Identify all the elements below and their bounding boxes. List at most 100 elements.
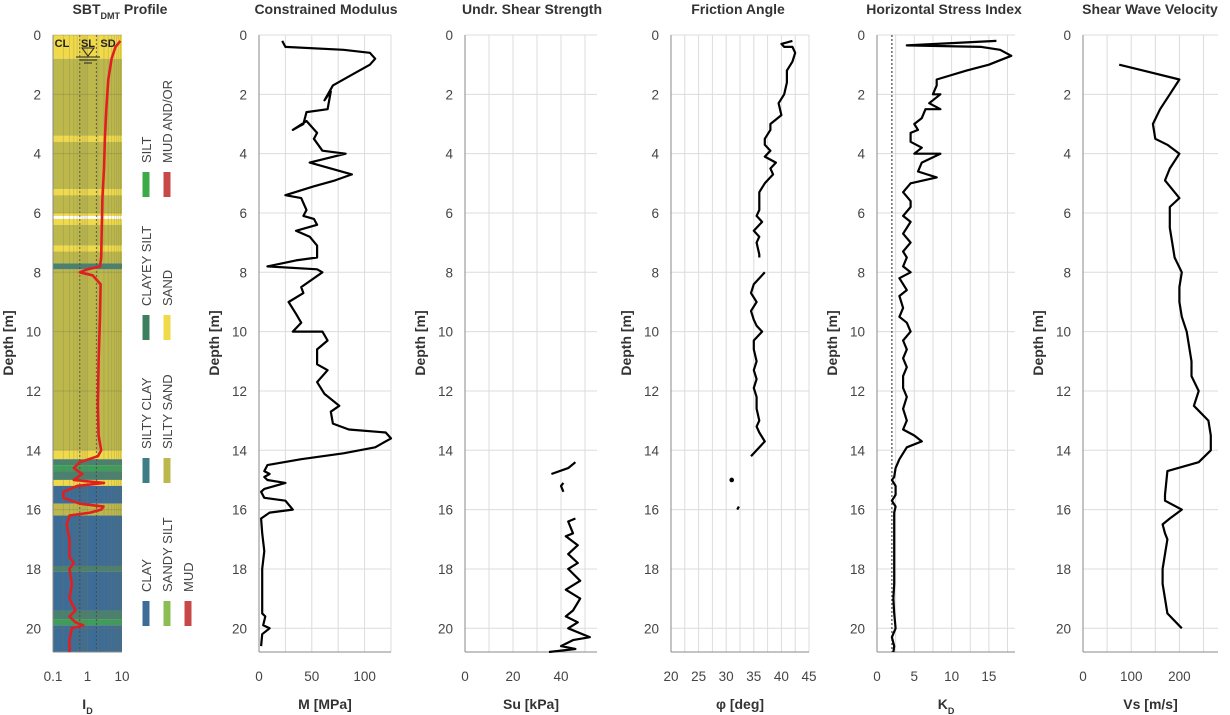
x-axis-label: ID xyxy=(82,696,93,715)
y-axis-label: Depth [m] xyxy=(824,310,840,375)
panel-4: Horizontal Stress Index02468101214161820… xyxy=(824,1,1022,715)
legend-label: SILTY CLAY xyxy=(139,377,154,449)
legend-swatch xyxy=(142,172,150,197)
legend-swatch xyxy=(163,315,171,340)
legend-label: SILT xyxy=(139,136,154,163)
soil-layer xyxy=(53,189,122,196)
soil-layer xyxy=(53,450,122,460)
y-tick-label: 2 xyxy=(239,87,247,102)
y-tick-label: 6 xyxy=(1063,206,1071,221)
y-tick-label: 14 xyxy=(850,443,866,458)
soil-layer xyxy=(53,625,122,652)
y-tick-label: 18 xyxy=(644,562,659,577)
y-tick-label: 18 xyxy=(26,562,41,577)
panel-title: Shear Wave Velocity xyxy=(1082,1,1218,17)
soil-layer xyxy=(53,610,122,620)
soil-layer xyxy=(53,212,122,216)
y-tick-label: 12 xyxy=(232,384,247,399)
y-axis-label: Depth [m] xyxy=(1030,310,1046,375)
series-line xyxy=(260,40,393,647)
x-axis-label: Su [kPa] xyxy=(503,696,559,712)
y-tick-label: 16 xyxy=(644,503,659,518)
series-line xyxy=(548,517,591,654)
y-axis-label: Depth [m] xyxy=(618,310,634,375)
x-tick-label: 40 xyxy=(774,669,789,684)
series-line xyxy=(551,461,577,476)
x-tick-label: 15 xyxy=(981,669,996,684)
soil-layer xyxy=(53,135,122,142)
y-tick-label: 18 xyxy=(232,562,247,577)
series-line xyxy=(890,39,1013,653)
y-tick-label: 10 xyxy=(644,325,659,340)
y-tick-label: 0 xyxy=(857,28,865,43)
y-tick-label: 20 xyxy=(438,621,453,636)
y-axis-label: Depth [m] xyxy=(206,310,222,375)
y-tick-label: 12 xyxy=(850,384,865,399)
y-tick-label: 4 xyxy=(1063,147,1071,162)
legend-label: SAND xyxy=(160,270,175,306)
soil-layer xyxy=(53,571,122,611)
y-tick-label: 10 xyxy=(1056,325,1071,340)
y-tick-label: 4 xyxy=(445,147,453,162)
x-tick-label: 35 xyxy=(746,669,761,684)
legend-swatch xyxy=(142,315,150,340)
legend-swatch xyxy=(163,172,171,197)
y-tick-label: 2 xyxy=(651,87,659,102)
panel-3: Friction Angle 0 2 4 6 8 10 12 14 16 18 20 20 25 30 35 4… xyxy=(618,1,817,712)
x-tick-label: 5 xyxy=(911,669,919,684)
zone-label: CL xyxy=(55,38,70,50)
x-tick-label: 200 xyxy=(1168,669,1191,684)
y-tick-label: 16 xyxy=(232,503,247,518)
soil-layer xyxy=(53,465,122,472)
soil-layer xyxy=(53,263,122,270)
x-label-subscript: D xyxy=(948,706,955,715)
y-tick-label: 8 xyxy=(1063,265,1071,280)
y-tick-label: 20 xyxy=(1056,621,1071,636)
y-tick-label: 2 xyxy=(33,87,41,102)
title-subscript: DMT xyxy=(101,11,121,21)
x-tick-label: 0 xyxy=(1079,669,1087,684)
x-tick-label: 30 xyxy=(719,669,734,684)
y-tick-label: 0 xyxy=(651,28,659,43)
legend-swatch xyxy=(142,458,150,483)
y-tick-label: 16 xyxy=(26,503,41,518)
y-tick-label: 18 xyxy=(438,562,453,577)
y-tick-label: 16 xyxy=(850,503,865,518)
soil-layer xyxy=(53,269,122,451)
water-table-icon xyxy=(81,47,95,57)
x-tick-label: 0 xyxy=(461,669,469,684)
x-axis-label: Vs [m/s] xyxy=(1123,696,1177,712)
panel-title: SBTDMT Profile xyxy=(73,1,168,21)
legend-label: SANDY SILT xyxy=(160,517,175,592)
y-tick-label: 6 xyxy=(651,206,659,221)
zone-label: SD xyxy=(100,38,115,50)
series-line xyxy=(62,40,122,652)
y-tick-label: 6 xyxy=(445,206,453,221)
soil-layer xyxy=(53,459,122,466)
y-tick-label: 14 xyxy=(644,443,660,458)
x-axis-label: φ [deg] xyxy=(716,696,764,712)
y-tick-label: 8 xyxy=(445,265,453,280)
y-tick-label: 10 xyxy=(232,325,247,340)
soil-layer xyxy=(53,245,122,252)
y-axis-label: Depth [m] xyxy=(412,310,428,375)
soil-layer xyxy=(53,141,122,190)
soil-layer xyxy=(53,195,122,213)
y-tick-label: 16 xyxy=(1056,503,1071,518)
y-tick-label: 6 xyxy=(857,206,865,221)
y-tick-label: 2 xyxy=(1063,87,1071,102)
soil-layer xyxy=(53,251,122,264)
legend-label: MUD AND/OR xyxy=(160,80,175,163)
legend-label: MUD xyxy=(181,562,196,592)
y-tick-label: 0 xyxy=(239,28,247,43)
y-tick-label: 8 xyxy=(239,265,247,280)
soil-layer xyxy=(53,565,122,572)
x-axis-label: M [MPa] xyxy=(298,696,352,712)
y-tick-label: 2 xyxy=(857,87,865,102)
y-tick-label: 6 xyxy=(239,206,247,221)
y-tick-label: 14 xyxy=(1056,443,1072,458)
x-tick-label: 1 xyxy=(84,669,92,684)
y-tick-label: 18 xyxy=(850,562,865,577)
y-tick-label: 8 xyxy=(651,265,659,280)
